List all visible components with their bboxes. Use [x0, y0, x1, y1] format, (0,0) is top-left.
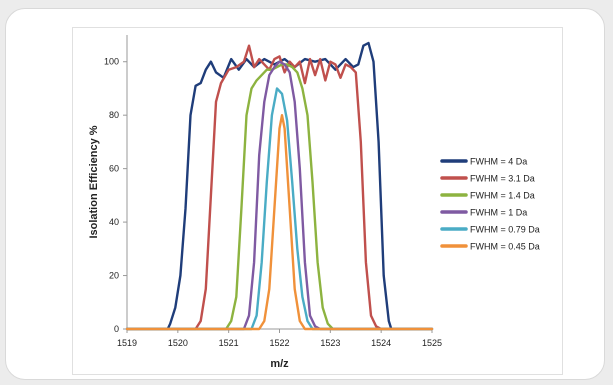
axes	[126, 35, 432, 330]
legend-label-5: FWHM = 0.79 Da	[470, 225, 540, 235]
y-ticks: 0 20 40 60 80 100	[104, 57, 127, 334]
series-lines	[125, 41, 434, 331]
y-tick-label: 80	[109, 110, 119, 120]
x-axis-title: m/z	[270, 358, 289, 370]
x-tick-label: 1523	[320, 338, 340, 348]
y-tick-label: 40	[109, 217, 119, 227]
legend-label-2: FWHM = 3.1 Da	[470, 174, 535, 184]
y-tick-label: 100	[104, 57, 119, 67]
series-line-3	[125, 63, 434, 331]
series-line-1	[125, 41, 434, 331]
legend-label-1: FWHM = 4 Da	[470, 157, 527, 167]
y-tick-label: 0	[114, 324, 119, 334]
x-tick-label: 1519	[117, 338, 137, 348]
x-tick-label: 1521	[219, 338, 239, 348]
y-tick-label: 60	[109, 164, 119, 174]
x-tick-label: 1520	[168, 338, 188, 348]
series-line-6	[125, 114, 434, 331]
series-line-5	[125, 87, 434, 331]
legend-label-4: FWHM = 1 Da	[470, 208, 527, 218]
x-tick-label: 1522	[269, 338, 289, 348]
y-axis-title: Isolation Efficiency %	[88, 125, 100, 238]
y-tick-label: 20	[109, 271, 119, 281]
x-tick-label: 1525	[422, 338, 442, 348]
series-line-2	[125, 44, 434, 331]
x-tick-label: 1524	[371, 338, 391, 348]
legend-label-6: FWHM = 0.45 Da	[470, 242, 540, 252]
legend: FWHM = 4 Da FWHM = 3.1 Da FWHM = 1.4 Da FWH…	[440, 157, 540, 252]
legend-label-3: FWHM = 1.4 Da	[470, 191, 535, 201]
series-line-4	[125, 60, 434, 331]
chart-area-border	[72, 27, 563, 375]
x-ticks: 1519 1520 1521 1522 1523 1524 1525	[117, 329, 442, 348]
